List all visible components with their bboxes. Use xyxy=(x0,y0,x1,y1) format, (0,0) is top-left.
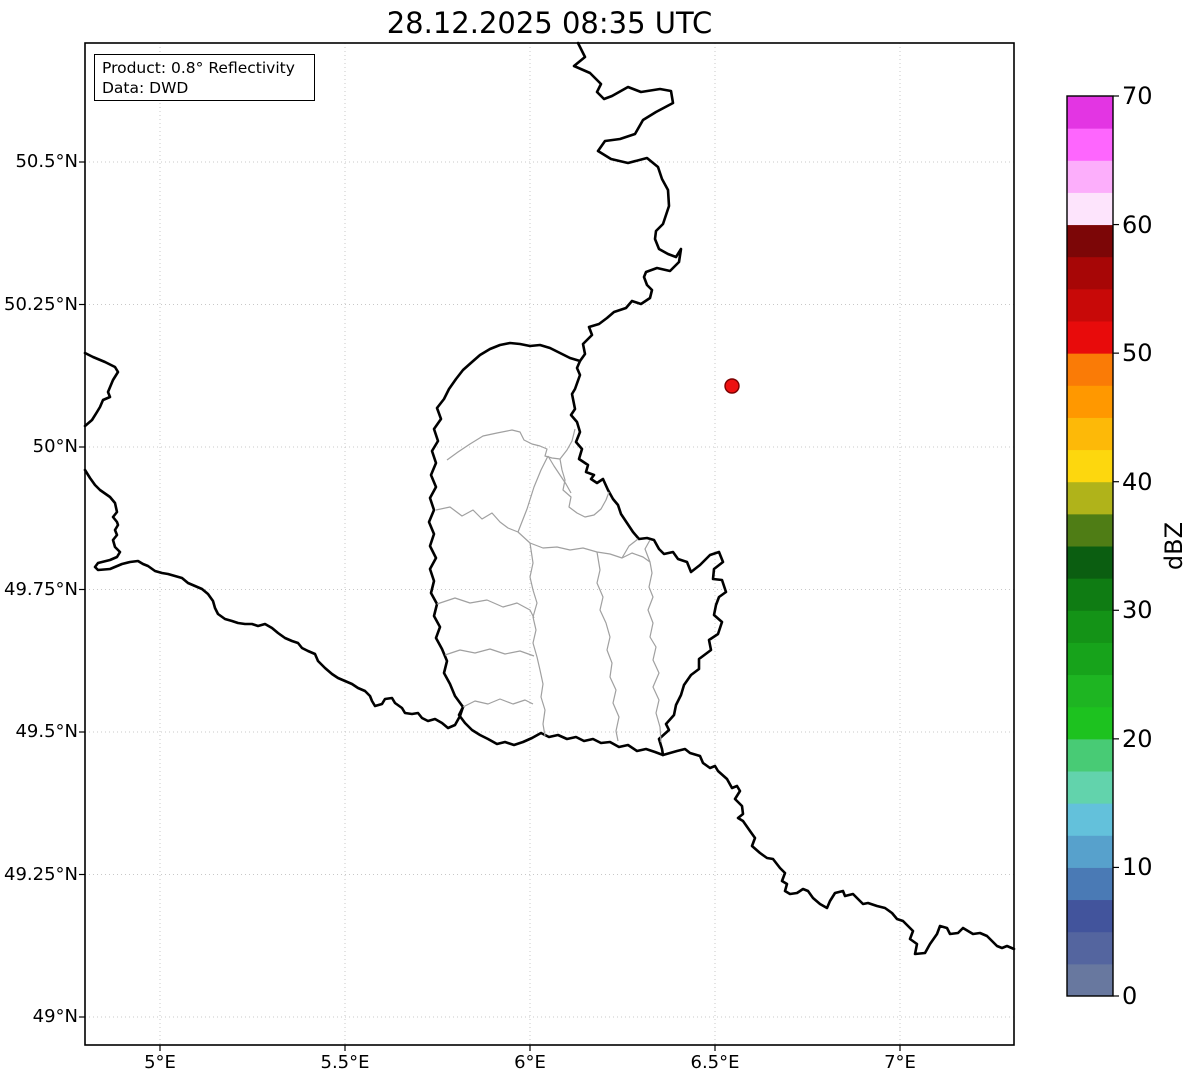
colorbar-tick-label: 20 xyxy=(1122,724,1153,753)
border-belgium-france-upper xyxy=(83,351,120,428)
colorbar-segment xyxy=(1067,835,1113,868)
colorbar-segment xyxy=(1067,610,1113,643)
border-belgium-germany xyxy=(572,41,683,363)
y-tick-label: 50.5°N xyxy=(15,151,78,172)
colorbar-segment xyxy=(1067,738,1113,772)
colorbar-tick-label: 30 xyxy=(1122,596,1153,625)
colorbar-segment xyxy=(1067,513,1113,547)
colorbar-segment xyxy=(1067,417,1113,451)
colorbar-segment xyxy=(1067,771,1113,804)
info-box-product: Product: 0.8° Reflectivity xyxy=(102,59,295,77)
y-tick-label: 49.25°N xyxy=(4,863,78,885)
colorbar-tick-label: 10 xyxy=(1122,853,1153,882)
axis-tick-marks xyxy=(79,161,901,1051)
luxembourg-canton-borders xyxy=(435,428,662,743)
colorbar-segment xyxy=(1067,160,1113,193)
y-tick-label: 49.75°N xyxy=(4,578,78,600)
x-tick-label: 6.5°E xyxy=(690,1052,740,1073)
x-tick-label: 5.5°E xyxy=(320,1052,370,1073)
colorbar-tick-label: 70 xyxy=(1122,82,1153,110)
colorbar-segment xyxy=(1067,96,1113,129)
colorbar-segment xyxy=(1067,449,1113,483)
colorbar-segment xyxy=(1067,481,1113,515)
colorbar-segment xyxy=(1067,803,1113,836)
colorbar-tick-label: 0 xyxy=(1122,982,1138,1010)
page-title: 28.12.2025 08:35 UTC xyxy=(386,6,713,40)
colorbar-tick-label: 60 xyxy=(1122,210,1153,239)
colorbar-segment xyxy=(1067,706,1113,740)
x-tick-label: 6°E xyxy=(514,1052,546,1073)
colorbar xyxy=(1066,95,1119,997)
y-tick-label: 50°N xyxy=(32,436,78,457)
plot-frame xyxy=(84,42,1015,1046)
country-borders xyxy=(83,41,1016,956)
colorbar-segment xyxy=(1067,931,1113,965)
colorbar-frame xyxy=(1066,95,1114,997)
border-luxembourg xyxy=(427,341,728,757)
info-box: Product: 0.8° Reflectivity Data: DWD xyxy=(94,54,315,101)
colorbar-segment xyxy=(1067,321,1113,354)
colorbar-segment xyxy=(1067,192,1113,226)
colorbar-segment xyxy=(1067,963,1113,997)
y-tick-label: 50.25°N xyxy=(4,293,78,315)
info-box-source: Data: DWD xyxy=(102,79,189,97)
colorbar-segment xyxy=(1067,867,1113,901)
border-belgium-france-lower xyxy=(83,468,465,730)
colorbar-segment xyxy=(1067,353,1113,386)
x-tick-label: 5°E xyxy=(144,1052,176,1073)
colorbar-unit-label: dBZ xyxy=(1160,521,1188,571)
graticule-gridlines xyxy=(85,43,1014,1045)
colorbar-segment xyxy=(1067,546,1113,579)
colorbar-segment xyxy=(1067,128,1113,161)
colorbar-segment xyxy=(1067,899,1113,933)
colorbar-tick-label: 40 xyxy=(1122,467,1153,496)
colorbar-segment xyxy=(1067,578,1113,611)
border-france-germany xyxy=(661,747,1016,956)
colorbar-tick-label: 50 xyxy=(1122,339,1153,368)
radar-site-marker xyxy=(724,378,740,394)
colorbar-segment xyxy=(1067,256,1113,290)
colorbar-segment xyxy=(1067,385,1113,418)
colorbar-segment xyxy=(1067,674,1113,708)
colorbar-segment xyxy=(1067,642,1113,676)
colorbar-segment xyxy=(1067,288,1113,322)
y-tick-label: 49.5°N xyxy=(15,721,78,742)
colorbar-segment xyxy=(1067,224,1113,258)
x-tick-label: 7°E xyxy=(884,1052,916,1073)
y-tick-label: 49°N xyxy=(32,1006,78,1027)
